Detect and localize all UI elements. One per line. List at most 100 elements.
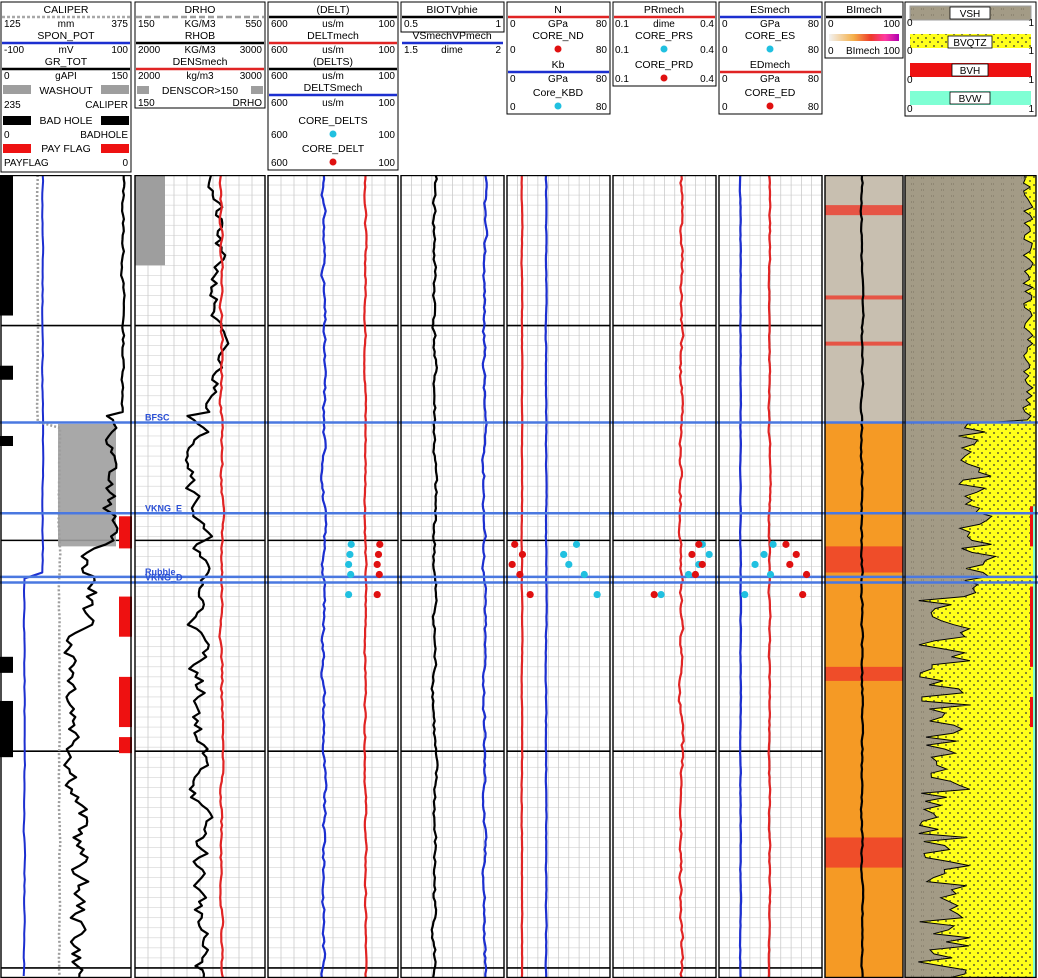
svg-text:600: 600 (271, 158, 288, 169)
svg-text:600: 600 (271, 98, 288, 109)
core-delts-point (347, 570, 355, 579)
svg-text:100: 100 (378, 130, 395, 141)
delt-label: (DELT) (316, 4, 349, 16)
bad-hole-bar (0, 700, 13, 758)
delts-label: (DELTS) (313, 56, 353, 68)
svg-text:100: 100 (883, 19, 900, 30)
bad-hole-bar (0, 175, 13, 316)
svg-text:0: 0 (510, 19, 516, 30)
track9-header: VSH 0 1 BVQTZ 0 1 BVH 0 1 BVW 0 1 (904, 1, 1037, 117)
caliper-curve (35, 175, 62, 977)
core-es-point (741, 590, 749, 599)
bi-red-band (825, 205, 903, 216)
bi-red-band (825, 546, 903, 573)
svg-text:100: 100 (378, 158, 395, 169)
vsh-label: VSH (960, 9, 981, 20)
bi-red-band (825, 837, 903, 868)
bad-hole-label: BAD HOLE (39, 115, 92, 127)
svg-text:0.1: 0.1 (615, 19, 629, 30)
biot-label: BIOTVphie (426, 4, 478, 16)
formation-top-label: BFSC (145, 413, 170, 423)
svg-text:600: 600 (271, 19, 288, 30)
bad-hole-bar (0, 656, 13, 673)
bad-hole-bar (0, 365, 13, 380)
svg-text:80: 80 (808, 102, 820, 113)
track2-grid (135, 175, 265, 978)
bi-red-band (825, 666, 903, 681)
svg-text:80: 80 (596, 102, 608, 113)
svg-text:600: 600 (271, 71, 288, 82)
log-header: CALIPER 125 mm 375 SPON_POT -100 mV 100 … (0, 0, 1038, 175)
core-delt-point (374, 550, 383, 559)
edmech-label: EDmech (750, 59, 790, 71)
svg-text:2000: 2000 (138, 71, 161, 82)
svg-text:0: 0 (722, 74, 728, 85)
track6-header: PRmech 0.1 dime 0.4 CORE_PRS 0.1 0.4 COR… (612, 1, 717, 87)
svg-text:0: 0 (907, 75, 913, 86)
svg-text:PAYFLAG: PAYFLAG (4, 158, 49, 169)
denscor-fill (135, 175, 165, 266)
core-delt-label: CORE_DELT (302, 143, 365, 155)
core-kbd-point (560, 550, 568, 559)
svg-text:150: 150 (138, 98, 155, 109)
bvh-label: BVH (960, 66, 981, 77)
svg-text:1.5: 1.5 (404, 45, 418, 56)
svg-text:dime: dime (653, 19, 675, 30)
core-ed-label: CORE_ED (745, 87, 796, 99)
track1-header: CALIPER 125 mm 375 SPON_POT -100 mV 100 … (0, 1, 132, 173)
svg-text:KG/M3: KG/M3 (184, 19, 216, 30)
svg-text:1: 1 (1028, 46, 1034, 57)
spon-pot-label: SPON_POT (37, 30, 95, 42)
core-es-point (766, 570, 775, 579)
blmech-label: BImech (846, 4, 882, 16)
core-delts-label: CORE_DELTS (298, 115, 367, 127)
svg-text:1: 1 (1028, 104, 1034, 115)
svg-text:kg/m3: kg/m3 (186, 71, 214, 82)
core-delts-point (346, 550, 354, 559)
svg-text:GPa: GPa (760, 74, 780, 85)
core-delts-point (345, 590, 353, 599)
bvqtz-dots (918, 175, 1036, 978)
svg-text:DRHO: DRHO (233, 98, 263, 109)
svg-text:1: 1 (1028, 18, 1034, 29)
svg-text:GPa: GPa (548, 74, 568, 85)
svg-text:0.1: 0.1 (615, 45, 629, 56)
svg-text:80: 80 (596, 19, 608, 30)
svg-text:KG/M3: KG/M3 (184, 45, 216, 56)
pay-flag-bar (119, 516, 132, 549)
svg-text:100: 100 (378, 71, 395, 82)
bvqtz-label: BVQTZ (953, 38, 986, 49)
drho-label: DRHO (185, 4, 216, 16)
svg-text:0.4: 0.4 (700, 45, 714, 56)
core-delt-point (373, 590, 381, 599)
core-prs-point (657, 590, 665, 599)
caliper-label: CALIPER (44, 4, 89, 16)
svg-text:GPa: GPa (760, 19, 780, 30)
core-prd-point (650, 590, 658, 599)
svg-text:0: 0 (4, 71, 10, 82)
svg-text:-100: -100 (4, 45, 24, 56)
bi-red-band (825, 341, 903, 346)
track8-header: BImech 0 100 0 BImech 100 (824, 1, 904, 59)
core-kbd-point (593, 590, 601, 599)
svg-text:GPa: GPa (548, 19, 568, 30)
svg-text:2000: 2000 (138, 45, 161, 56)
svg-text:us/m: us/m (322, 98, 344, 109)
core-prd-point (695, 540, 703, 548)
svg-text:gAPI: gAPI (55, 71, 77, 82)
core-delt-point (373, 560, 381, 569)
core-ed-point (786, 560, 794, 569)
svg-text:0: 0 (722, 45, 728, 56)
pay-flag-bar (119, 596, 132, 637)
deltsmech-label: DELTSmech (304, 82, 363, 94)
core-prd-label: CORE_PRD (635, 59, 694, 71)
core-es-point (769, 540, 777, 548)
core-ed-point (799, 590, 807, 599)
washout-label: WASHOUT (39, 85, 93, 97)
svg-text:us/m: us/m (322, 45, 344, 56)
core-ed-point (792, 550, 800, 559)
svg-text:0.4: 0.4 (700, 74, 714, 85)
svg-text:0: 0 (510, 102, 516, 113)
pay-flag-bar (119, 737, 132, 754)
svg-text:0: 0 (510, 45, 516, 56)
